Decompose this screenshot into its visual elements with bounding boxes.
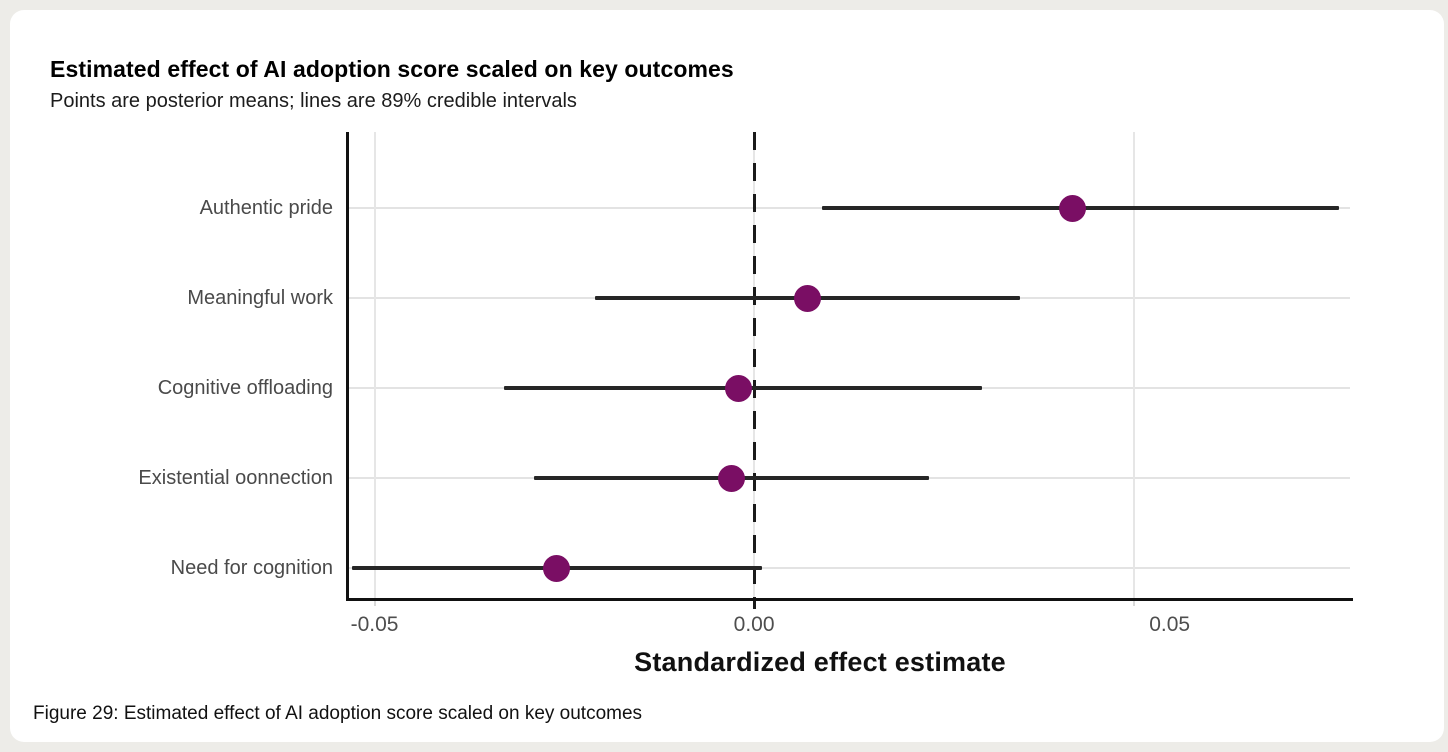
- posterior-mean-point: [1059, 194, 1087, 222]
- posterior-mean-point: [717, 464, 745, 492]
- x-axis-title: Standardized effect estimate: [634, 647, 1006, 677]
- chart-subtitle: Points are posterior means; lines are 89…: [50, 90, 577, 112]
- y-axis-spine: [346, 132, 349, 601]
- posterior-mean-point: [725, 374, 753, 402]
- posterior-mean-point: [793, 284, 821, 312]
- category-gridline: [348, 567, 1350, 569]
- plot-panel: -0.05 0.00 0.05 Authentic pride Meaningful w…: [10, 10, 1444, 742]
- figure-caption: Figure 29: Estimated effect of AI adopti…: [33, 703, 643, 724]
- y-axis-category-label: Authentic pride: [199, 197, 333, 219]
- chart-title: Estimated effect of AI adoption score sc…: [50, 56, 734, 82]
- y-axis-category-label: Existential oonnection: [138, 467, 333, 489]
- x-tick-mark: [1132, 598, 1135, 606]
- x-tick-label: -0.05: [350, 613, 399, 636]
- zero-reference-line: [752, 132, 756, 609]
- x-axis-spine: [346, 598, 1353, 601]
- chart-card: Estimated effect of AI adoption score sc…: [10, 10, 1444, 742]
- y-axis-category-label: Meaningful work: [187, 287, 333, 309]
- y-axis-category-label: Cognitive offloading: [157, 377, 333, 399]
- posterior-mean-point: [543, 554, 571, 582]
- y-axis-category-label: Need for cognition: [170, 557, 333, 579]
- x-gridline: [373, 132, 376, 598]
- x-tick-label: 0.05: [1149, 613, 1191, 636]
- x-gridline: [1132, 132, 1135, 598]
- x-tick-mark: [373, 598, 376, 606]
- x-tick-label: 0.00: [733, 613, 775, 636]
